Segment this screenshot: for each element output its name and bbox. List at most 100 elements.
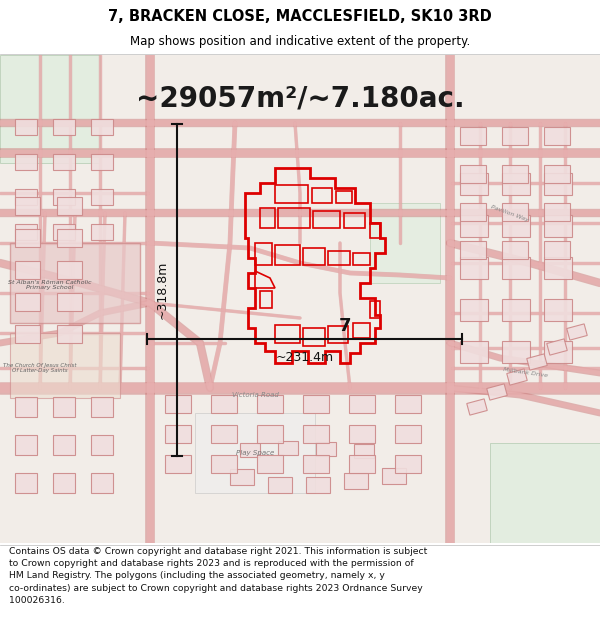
- Bar: [502, 241, 528, 259]
- Bar: [10, 243, 140, 323]
- Bar: [53, 119, 75, 135]
- Bar: [15, 261, 40, 279]
- Bar: [0, 55, 100, 163]
- Bar: [460, 215, 488, 237]
- Bar: [303, 395, 329, 413]
- Bar: [211, 455, 237, 473]
- Polygon shape: [487, 384, 507, 400]
- Bar: [15, 473, 37, 493]
- Bar: [10, 333, 120, 398]
- Bar: [544, 203, 570, 221]
- Bar: [490, 443, 600, 543]
- Polygon shape: [467, 399, 487, 415]
- Bar: [91, 154, 113, 170]
- Bar: [395, 395, 421, 413]
- Bar: [460, 299, 488, 321]
- Bar: [460, 165, 486, 183]
- Bar: [544, 241, 570, 259]
- Text: Play Space: Play Space: [236, 450, 274, 456]
- Bar: [349, 425, 375, 443]
- Bar: [460, 127, 486, 145]
- Bar: [91, 224, 113, 240]
- Bar: [15, 293, 40, 311]
- Bar: [15, 154, 37, 170]
- Bar: [15, 435, 37, 455]
- Bar: [502, 257, 530, 279]
- Bar: [303, 425, 329, 443]
- Bar: [349, 455, 375, 473]
- Bar: [91, 397, 113, 417]
- Bar: [53, 473, 75, 493]
- Polygon shape: [507, 369, 527, 385]
- Bar: [502, 127, 528, 145]
- Bar: [544, 165, 570, 183]
- Bar: [257, 455, 283, 473]
- Bar: [15, 224, 37, 240]
- Bar: [91, 435, 113, 455]
- Bar: [544, 215, 572, 237]
- Bar: [57, 197, 82, 215]
- Text: Pavilion Way: Pavilion Way: [490, 204, 530, 222]
- Bar: [57, 325, 82, 343]
- Bar: [15, 197, 40, 215]
- Bar: [195, 413, 315, 493]
- Text: St Alban's Rōman Catħolic
Primary School: St Alban's Rōman Catħolic Primary School: [8, 279, 92, 291]
- Bar: [165, 425, 191, 443]
- Bar: [165, 455, 191, 473]
- Bar: [460, 241, 486, 259]
- Bar: [278, 441, 298, 455]
- Text: Millbank Drive: Millbank Drive: [502, 368, 548, 379]
- Bar: [53, 154, 75, 170]
- Bar: [349, 395, 375, 413]
- Bar: [257, 425, 283, 443]
- Bar: [15, 189, 37, 205]
- Bar: [502, 203, 528, 221]
- Bar: [57, 293, 82, 311]
- Bar: [53, 224, 75, 240]
- Text: ~318.8m: ~318.8m: [156, 261, 169, 319]
- Bar: [303, 455, 329, 473]
- Bar: [91, 473, 113, 493]
- Bar: [382, 468, 406, 484]
- Text: ~29057m²/~7.180ac.: ~29057m²/~7.180ac.: [136, 85, 464, 113]
- Bar: [211, 395, 237, 413]
- Bar: [230, 469, 254, 485]
- Bar: [502, 165, 528, 183]
- Bar: [268, 477, 292, 493]
- Bar: [544, 127, 570, 145]
- Bar: [502, 215, 530, 237]
- Bar: [544, 341, 572, 363]
- Bar: [15, 325, 40, 343]
- Bar: [344, 473, 368, 489]
- Bar: [53, 397, 75, 417]
- Bar: [257, 395, 283, 413]
- Bar: [57, 261, 82, 279]
- Bar: [316, 442, 336, 456]
- Bar: [240, 443, 260, 457]
- Bar: [502, 173, 530, 195]
- Bar: [354, 444, 374, 458]
- Bar: [395, 455, 421, 473]
- Text: ~231.4m: ~231.4m: [275, 351, 334, 364]
- Bar: [91, 119, 113, 135]
- Bar: [544, 299, 572, 321]
- Text: 7: 7: [339, 317, 351, 335]
- Bar: [460, 341, 488, 363]
- Polygon shape: [527, 354, 547, 370]
- Bar: [502, 341, 530, 363]
- Text: Map shows position and indicative extent of the property.: Map shows position and indicative extent…: [130, 35, 470, 48]
- Polygon shape: [567, 324, 587, 340]
- Bar: [306, 477, 330, 493]
- Text: 7, BRACKEN CLOSE, MACCLESFIELD, SK10 3RD: 7, BRACKEN CLOSE, MACCLESFIELD, SK10 3RD: [108, 9, 492, 24]
- Bar: [53, 189, 75, 205]
- Bar: [15, 229, 40, 247]
- Bar: [211, 425, 237, 443]
- Bar: [544, 257, 572, 279]
- Bar: [544, 173, 572, 195]
- Text: Contains OS data © Crown copyright and database right 2021. This information is : Contains OS data © Crown copyright and d…: [9, 547, 427, 605]
- Polygon shape: [547, 339, 567, 355]
- Text: The Church Of Jesus Christ
Of Latter-Day Saints: The Church Of Jesus Christ Of Latter-Day…: [3, 362, 77, 373]
- Bar: [15, 397, 37, 417]
- Bar: [370, 203, 440, 283]
- Bar: [53, 435, 75, 455]
